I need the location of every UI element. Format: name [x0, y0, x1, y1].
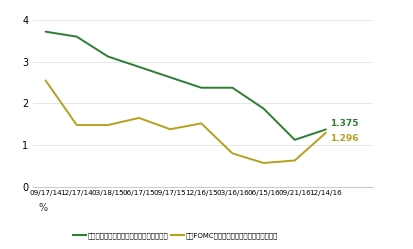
Text: %: %: [38, 203, 47, 213]
Text: 1.296: 1.296: [329, 134, 357, 143]
Text: 1.375: 1.375: [329, 119, 357, 128]
Legend: 聯邦公開市場操作委員會的利率意向中位數, 截至FOMC會議日期的隔夜指數交換隱含利率: 聯邦公開市場操作委員會的利率意向中位數, 截至FOMC會議日期的隔夜指數交換隱含…: [70, 230, 280, 242]
